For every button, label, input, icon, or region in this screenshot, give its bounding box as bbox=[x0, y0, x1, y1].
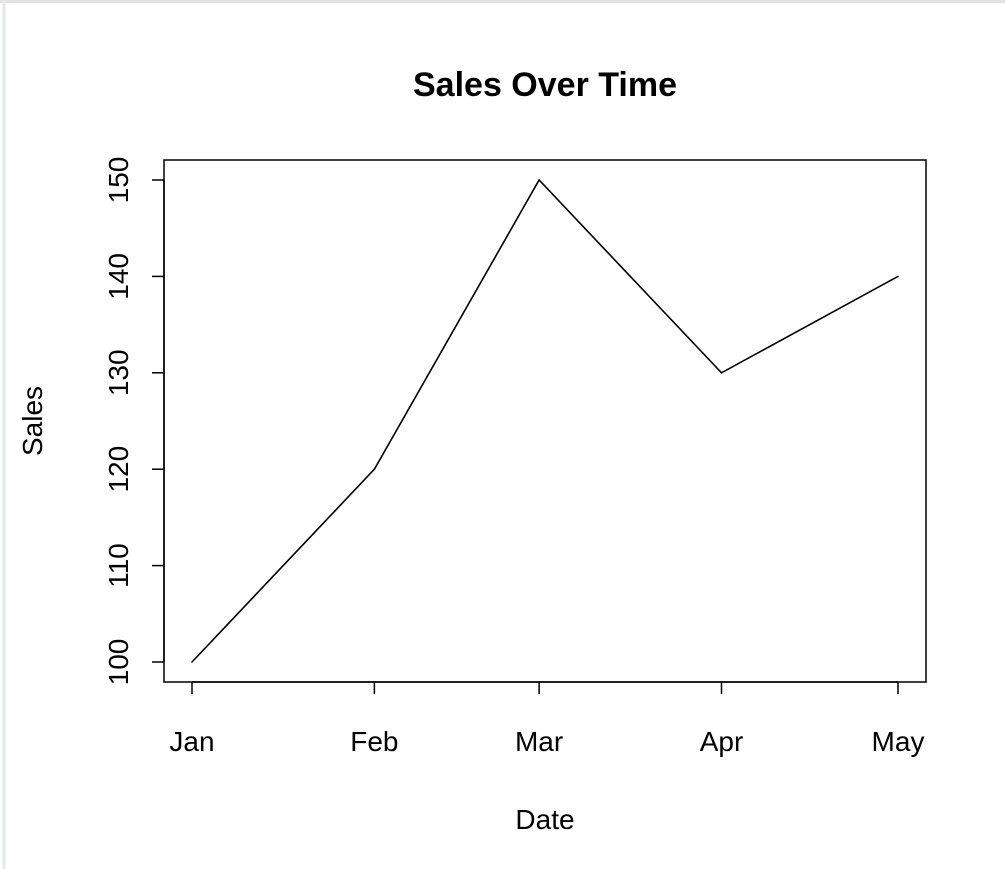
data-point bbox=[538, 179, 540, 181]
y-tick-label: 150 bbox=[103, 157, 134, 204]
x-axis: Jan Feb Mar Apr May bbox=[169, 681, 925, 757]
y-tick-label: 120 bbox=[103, 446, 134, 493]
plot-area-border bbox=[163, 159, 927, 683]
data-point bbox=[897, 275, 899, 278]
x-tick-label: Jan bbox=[169, 726, 214, 757]
y-axis: 100 110 120 130 140 150 bbox=[103, 157, 165, 686]
data-point bbox=[720, 372, 723, 374]
x-tick-label: Mar bbox=[515, 726, 563, 757]
x-tick-label: May bbox=[872, 726, 925, 757]
chart-title: Sales Over Time bbox=[413, 66, 677, 104]
data-point bbox=[373, 468, 376, 471]
y-tick-label: 140 bbox=[103, 253, 134, 300]
x-tick-label: Feb bbox=[350, 726, 398, 757]
data-point bbox=[191, 661, 193, 663]
y-axis-label: Sales bbox=[17, 386, 48, 456]
y-tick-label: 100 bbox=[103, 639, 134, 686]
y-tick-label: 110 bbox=[103, 543, 134, 588]
y-tick-label: 130 bbox=[103, 349, 134, 396]
series-layer bbox=[191, 178, 899, 663]
x-tick-label: Apr bbox=[700, 726, 744, 757]
x-axis-label: Date bbox=[515, 804, 574, 835]
series-line bbox=[191, 178, 899, 663]
